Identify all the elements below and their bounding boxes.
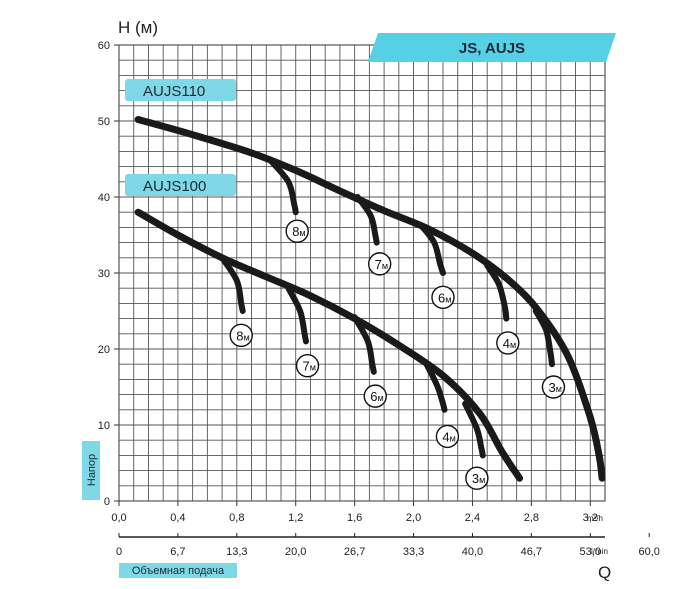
- side-label: Напор: [86, 454, 98, 486]
- depth-marker-label: 6м: [438, 290, 451, 305]
- depth-marker-aujs110-7: [367, 252, 392, 276]
- x-tick-label: 0,0: [111, 512, 126, 524]
- series-label-text: AUJS110: [143, 83, 205, 100]
- branch-aujs100-7m: [285, 285, 309, 345]
- y-tick-label: 50: [98, 116, 110, 128]
- bottom-label: Объемная подача: [132, 565, 225, 577]
- x2-tick-label: 60,0: [638, 546, 659, 558]
- chart-series: 8м 7м 6м 4м 3м 8м 7м 6м 4м 3м AUJS110 AUJS100: [125, 79, 606, 490]
- branch-aujs110-3m: [532, 308, 555, 368]
- branch-aujs100-4m: [422, 358, 448, 413]
- branch-aujs100-3m: [462, 400, 486, 459]
- x-tick-label: 2,4: [465, 512, 480, 524]
- depth-marker-aujs100-4: [435, 424, 460, 449]
- branch-aujs100-8m: [219, 254, 246, 314]
- y-tick-label: 20: [98, 344, 110, 356]
- depth-marker-label: 6м: [370, 389, 383, 404]
- series-label-background: [125, 79, 236, 101]
- y-axis-title: H (м): [118, 18, 158, 37]
- series-label-aujs100: AUJS100: [125, 174, 236, 196]
- depth-marker-label: 3м: [548, 380, 561, 395]
- x-tick-label: 1,2: [288, 512, 303, 524]
- series-label-text: AUJS100: [143, 178, 206, 195]
- x2-tick-label: 6,7: [170, 546, 185, 558]
- x2-tick-label: 26,7: [344, 546, 365, 558]
- x2-axis-unit: l/min: [591, 547, 608, 556]
- depth-marker-aujs110-4: [496, 331, 520, 355]
- depth-marker-label: 7м: [303, 359, 316, 374]
- y-tick-label: 40: [98, 192, 110, 204]
- x-axis-unit: m³/h: [587, 514, 603, 523]
- series-label-aujs110: AUJS110: [125, 79, 236, 101]
- side-label-box: Напор: [82, 441, 100, 500]
- branch-aujs100-6m: [351, 314, 377, 375]
- x-tick-label: 3,2: [583, 512, 598, 524]
- depth-marker-label: 4м: [503, 336, 516, 351]
- y-tick-label: 10: [98, 420, 110, 432]
- depth-marker-aujs110-8: [285, 219, 309, 243]
- bottom-label-background: [119, 563, 237, 578]
- y-tick-label: 60: [98, 40, 110, 52]
- branch-aujs110-4m: [484, 262, 510, 322]
- depth-marker-aujs100-8: [229, 323, 253, 348]
- depth-marker-aujs100-3: [465, 466, 489, 490]
- depth-marker-label: 4м: [442, 429, 455, 444]
- chart-labels: H (м) Q JS, AUJS Напор Объемная подача m…: [82, 18, 616, 582]
- x2-tick-label: 0: [116, 546, 122, 558]
- chart-grid: [118, 44, 606, 502]
- depth-marker-label: 8м: [236, 328, 249, 343]
- x-tick-label: 0,4: [170, 512, 185, 524]
- branch-aujs110-7m: [354, 194, 380, 246]
- depth-marker-aujs100-6: [363, 384, 387, 408]
- depth-marker-label: 8м: [292, 224, 305, 239]
- series-label-background: [125, 174, 236, 196]
- depth-marker-label: 3м: [472, 471, 485, 486]
- side-label-background: [82, 441, 100, 500]
- chart-title: JS, AUJS: [459, 40, 525, 57]
- x-tick-label: 0,8: [229, 512, 244, 524]
- x2-tick-label: 33,3: [403, 546, 424, 558]
- bottom-label-box: Объемная подача: [119, 563, 237, 578]
- x-tick-label: 2,8: [524, 512, 539, 524]
- y-tick-label: 0: [104, 496, 110, 508]
- depth-marker-aujs110-6: [431, 285, 455, 310]
- x-tick-label: 1,6: [347, 512, 362, 524]
- depth-marker-aujs110-3: [541, 375, 566, 399]
- branch-aujs110-6m: [417, 222, 446, 276]
- x2-tick-label: 13,3: [226, 546, 247, 558]
- x2-tick-label: 53,0: [580, 546, 601, 558]
- x2-tick-label: 46,7: [521, 546, 542, 558]
- x2-tick-label: 20,0: [285, 546, 306, 558]
- depth-marker-label: 7м: [375, 257, 388, 272]
- x-axis-title: Q: [598, 563, 611, 582]
- series-aujs110-curve: [134, 116, 606, 482]
- title-banner-shape: [368, 33, 616, 62]
- chart-axes: 0 10 20 30 40 50 60 0,0 0,4 0,8 1,2 1,6 2,0 2,4 2,8 3,2…: [98, 40, 660, 558]
- branch-aujs110-8m: [266, 156, 299, 216]
- y-tick-label: 30: [98, 268, 110, 280]
- x-tick-label: 2,0: [406, 512, 421, 524]
- x2-tick-label: 40,0: [462, 546, 483, 558]
- depth-marker-aujs100-7: [295, 354, 320, 378]
- chart-title-banner: JS, AUJS: [368, 33, 616, 62]
